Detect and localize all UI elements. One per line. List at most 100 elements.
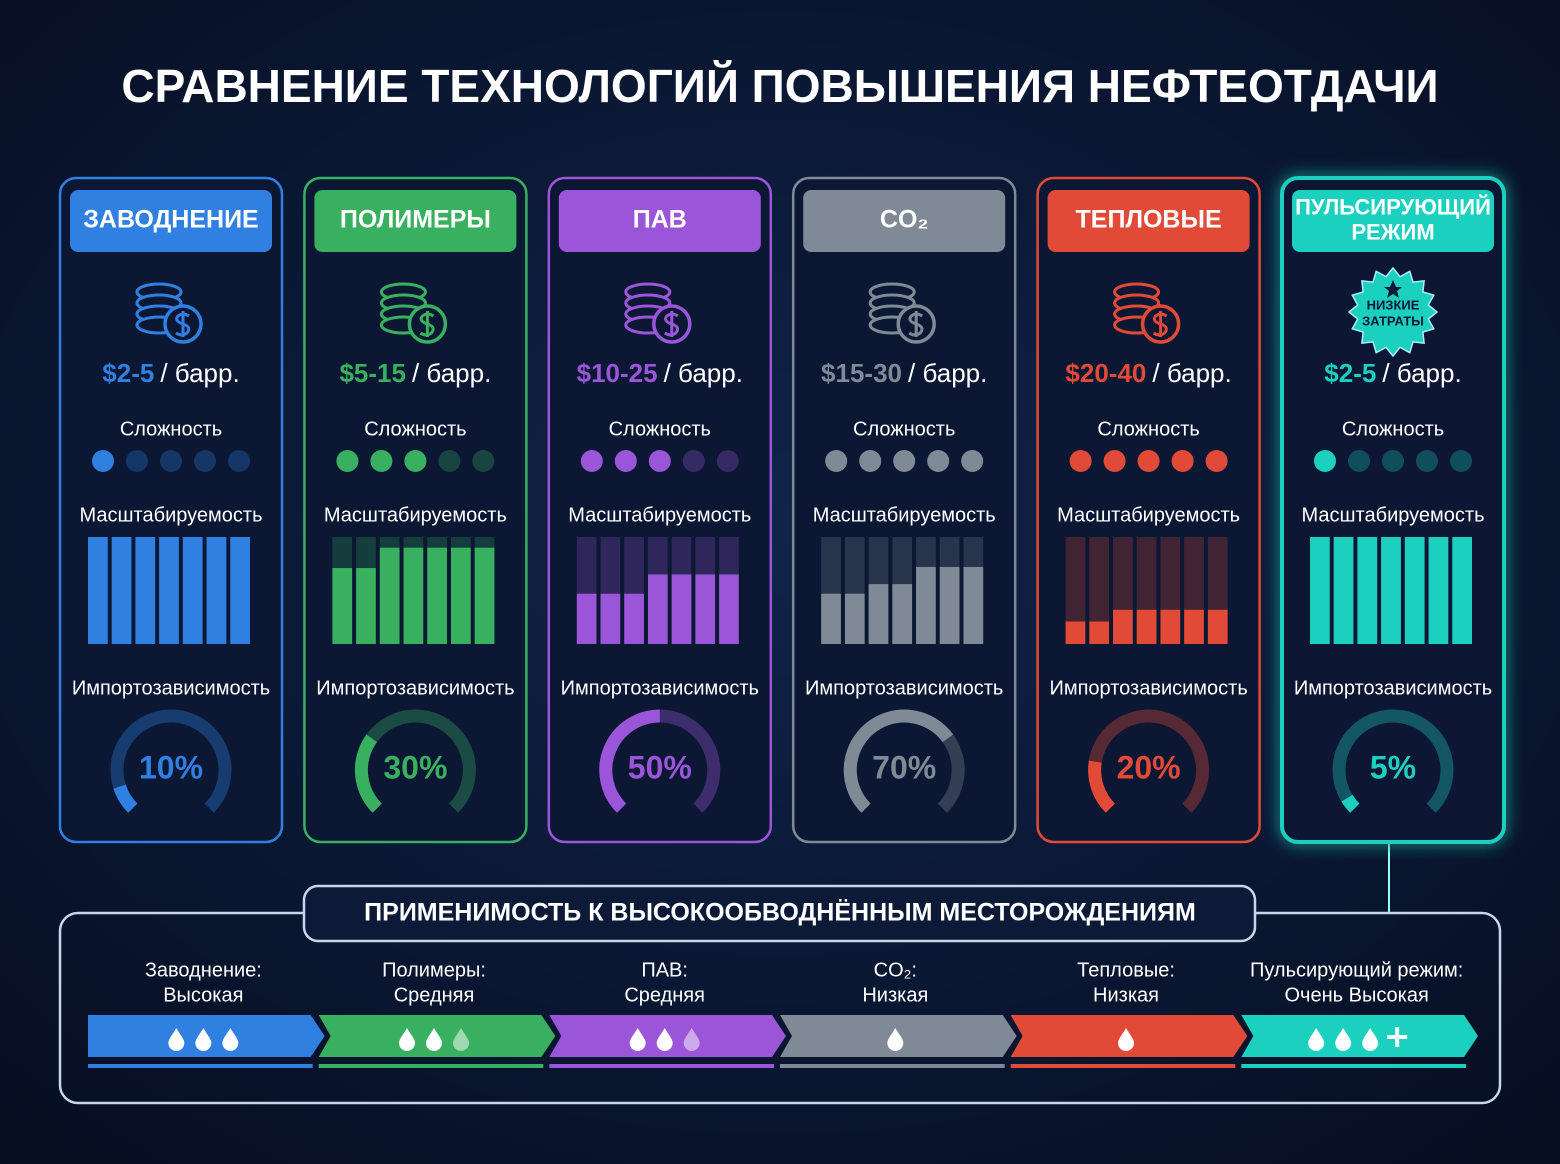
card-header	[1292, 190, 1494, 252]
card-title: РЕЖИМ	[1351, 219, 1434, 244]
gauge-label: 10%	[139, 749, 203, 785]
applicability-level: Очень Высокая	[1285, 984, 1429, 1006]
applicability-item: ПАВ: Средняя	[549, 959, 786, 1068]
scalability-bar	[939, 566, 960, 644]
gauge-value	[1341, 794, 1360, 813]
complexity-dot	[716, 450, 739, 472]
applicability-item: Пульсирующий режим: Очень Высокая	[1241, 959, 1478, 1068]
scalability-bar	[844, 593, 865, 644]
complexity-dot	[580, 450, 603, 472]
complexity-dot	[648, 450, 671, 472]
gauge-label: 5%	[1370, 749, 1416, 785]
drop-icon	[683, 1028, 700, 1051]
drop-icon	[222, 1028, 239, 1051]
cost-unit: / барр.	[412, 358, 491, 388]
card-frame	[58, 176, 284, 844]
cost-range: $15-30	[821, 358, 902, 388]
card-frame	[1036, 176, 1261, 844]
tech-card: ПАВ $10-25/ барр. Сложность Масштабируемост…	[547, 176, 773, 844]
scalability-bar	[647, 574, 668, 644]
scalability-bar	[88, 537, 108, 644]
gauge-value	[1088, 760, 1116, 813]
gauge-value	[113, 784, 138, 813]
drop-icon	[1118, 1028, 1134, 1051]
coin-icon	[663, 311, 680, 337]
applicability-item: Полимеры: Средняя	[318, 959, 556, 1068]
gauge-label: 50%	[628, 749, 692, 785]
card-frame	[547, 176, 773, 844]
cost: $20-40/ барр.	[1065, 358, 1231, 388]
tech-card: CO₂ $15-30/ барр. Сложность Масштабируемост…	[791, 176, 1017, 844]
complexity-dot	[92, 450, 114, 472]
gauge-label: 30%	[383, 749, 447, 785]
complexity-dot	[1348, 450, 1370, 472]
complexity-dot	[1450, 450, 1472, 472]
badge-text: НИЗКИЕ	[1367, 297, 1420, 312]
scalability-bar	[403, 547, 424, 644]
gauge-label: 20%	[1117, 749, 1181, 785]
applicability-item: CO₂: Низкая	[780, 959, 1017, 1068]
applicability-label: Заводнение:	[145, 959, 262, 981]
drop-icon	[399, 1028, 415, 1051]
scalability-bar	[868, 584, 889, 644]
applicability-label: ПАВ:	[641, 959, 688, 981]
card-title: ПАВ	[633, 206, 687, 234]
scalability-bar	[1381, 537, 1401, 644]
card-frame	[303, 176, 528, 844]
scalability-bar	[695, 574, 716, 644]
card-title: ПУЛЬСИРУЮЩИЙ	[1295, 194, 1491, 219]
applicability-level: Средняя	[624, 984, 705, 1006]
card-title: ТЕПЛОВЫЕ	[1076, 206, 1222, 234]
applicability-title-box	[302, 884, 1257, 943]
applicability-underline	[318, 1064, 544, 1068]
scalability-label: Масштабируемость	[324, 504, 507, 526]
applicability-title: ПРИМЕНИМОСТЬ К ВЫСОКООБВОДНЁННЫМ МЕСТОРО…	[364, 899, 1196, 927]
applicability-underline	[780, 1064, 1005, 1068]
complexity-dot	[1416, 450, 1438, 472]
applicability-level: Средняя	[394, 984, 475, 1006]
complexity-dot	[1137, 450, 1160, 472]
applicability-item: Тепловые: Низкая	[1010, 959, 1248, 1068]
scalability-bar	[1113, 609, 1133, 644]
card-title: ЗАВОДНЕНИЕ	[83, 206, 259, 234]
import-label: Импортозависимость	[316, 677, 514, 699]
gauge-track	[110, 709, 232, 813]
tech-card: ТЕПЛОВЫЕ $20-40/ барр. Сложность Масштабиру…	[1036, 176, 1261, 844]
cost-range: $20-40	[1065, 358, 1146, 388]
drop-icon	[1335, 1028, 1352, 1051]
cost-range: $2-5	[102, 358, 154, 388]
drop-icon	[887, 1028, 904, 1051]
complexity-dot	[961, 450, 984, 472]
import-label: Импортозависимость	[1049, 677, 1247, 699]
complexity-dot	[160, 450, 182, 472]
plus-icon	[1387, 1027, 1408, 1047]
scalability-bar	[111, 537, 132, 644]
card-header	[558, 190, 761, 252]
scalability-label: Масштабируемость	[80, 504, 263, 526]
complexity-dot	[859, 450, 882, 472]
applicability-arrow	[1241, 1015, 1478, 1057]
cost-range: $5-15	[339, 358, 406, 388]
scalability-bar	[1160, 609, 1181, 644]
scalability-bar	[1333, 537, 1354, 644]
title: СРАВНЕНИЕ ТЕХНОЛОГИЙ ПОВЫШЕНИЯ НЕФТЕОТДА…	[121, 60, 1438, 112]
cost-range: $10-25	[577, 358, 658, 388]
cost-unit: / барр.	[664, 358, 743, 388]
scalability-bar	[1357, 537, 1378, 644]
complexity-dot	[472, 450, 495, 472]
complexity-dot	[825, 450, 848, 472]
drop-icon	[168, 1028, 185, 1051]
complexity-dot	[228, 450, 250, 472]
complexity-dot	[336, 450, 359, 472]
card-header	[70, 190, 272, 252]
scalability-bar	[624, 593, 644, 644]
card-title: CO₂	[880, 206, 929, 234]
scalability-bar	[1089, 621, 1110, 644]
cost: $5-15/ барр.	[339, 358, 491, 388]
drop-icon	[629, 1028, 646, 1051]
card-frame	[1280, 176, 1506, 844]
card-header	[314, 190, 517, 252]
complexity-dot	[614, 450, 637, 472]
applicability-level: Низкая	[862, 984, 928, 1006]
scalability-bar	[1452, 537, 1472, 644]
